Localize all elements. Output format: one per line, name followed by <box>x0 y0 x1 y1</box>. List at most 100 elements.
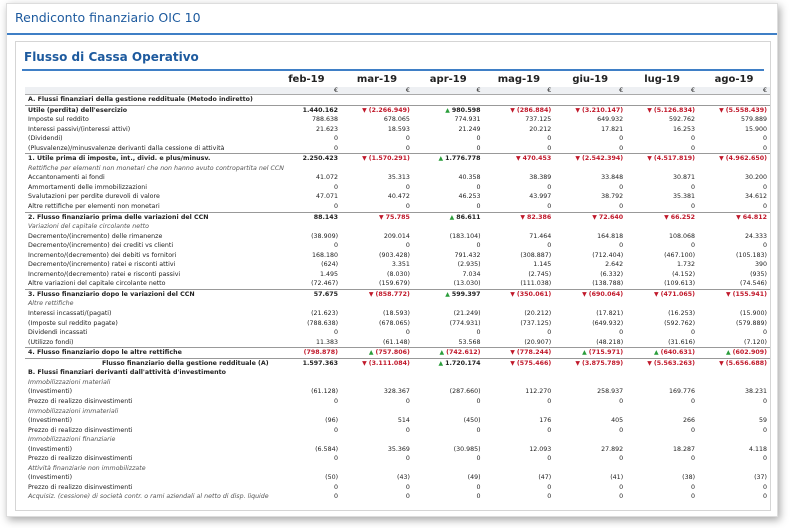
cell: 0 <box>272 397 341 407</box>
cell: ▼ (350.061) <box>483 288 555 300</box>
value: 15.900 <box>744 125 767 133</box>
row: Altre rettifiche <box>25 299 770 309</box>
value: (3.111.084) <box>368 359 410 367</box>
cell: ▲ 980.598 <box>412 104 484 116</box>
row-label: Imposte sul reddito <box>28 116 89 124</box>
column-header: mar-19 <box>356 74 398 85</box>
value: 46.253 <box>458 193 481 201</box>
value: (20.907) <box>524 338 552 346</box>
value: 40.358 <box>458 174 481 182</box>
cell: 30.200 <box>698 173 770 183</box>
value: 0 <box>405 426 410 434</box>
cell: ▼ 72.640 <box>554 211 627 223</box>
value: 0 <box>762 455 767 463</box>
value: 3.351 <box>391 261 410 269</box>
cell: 0 <box>272 492 341 502</box>
cell: 0 <box>626 483 698 493</box>
cell: 1.145 <box>484 260 555 270</box>
value: (2.542.394) <box>581 155 624 163</box>
row-label: Prezzo di realizzo disinvestimenti <box>28 397 133 405</box>
value: 164.818 <box>597 232 624 240</box>
row-label: Utile (perdita) dell'esercizio <box>25 104 272 116</box>
cell: (61.148) <box>341 338 413 348</box>
column-header: lug-19 <box>644 74 680 85</box>
value: 1.597.363 <box>302 359 339 367</box>
cell: ▼ (5.656.688) <box>698 357 770 369</box>
cell: (6.332) <box>554 270 626 280</box>
value: 0 <box>762 397 767 405</box>
cell: 53.568 <box>413 338 484 348</box>
value: (49) <box>467 474 481 482</box>
value: 38.231 <box>744 388 767 396</box>
value: 57.675 <box>313 290 339 298</box>
cell: ▲ (742.612) <box>412 347 484 359</box>
cell: 33.848 <box>554 173 626 183</box>
cell: 2.642 <box>554 260 626 270</box>
cell: (47) <box>484 473 555 483</box>
row: Acquisiz. (cessione) di società contr. o… <box>25 492 770 502</box>
row-label: (Imposte sul reddito pagate) <box>28 319 118 327</box>
value: 649.932 <box>597 116 624 124</box>
row: Rettifiche per elementi non monetari che… <box>25 164 770 174</box>
cell: (20.212) <box>484 309 555 319</box>
cell: ▼ (4.962.650) <box>698 153 770 164</box>
value: (159.679) <box>378 280 410 288</box>
value: (935) <box>750 270 767 278</box>
cell: 0 <box>484 492 555 502</box>
value: 0 <box>547 203 552 211</box>
value: 35.381 <box>673 193 696 201</box>
value: (678.065) <box>378 319 410 327</box>
value: 59 <box>758 417 767 425</box>
cell: (774.931) <box>413 319 484 329</box>
value: 0 <box>762 329 767 337</box>
cell: 0 <box>341 454 413 464</box>
cell: 38.389 <box>484 173 555 183</box>
cell: 0 <box>341 202 413 212</box>
value: 390 <box>754 261 767 269</box>
trend-arrow: ▼ <box>510 106 515 114</box>
value: 514 <box>397 417 410 425</box>
value: 0 <box>476 483 481 491</box>
cell: (15.900) <box>698 309 770 319</box>
cell: (30.985) <box>413 445 484 455</box>
cell: (8.030) <box>341 270 413 280</box>
value: 1.495 <box>320 270 339 278</box>
row-label: (Investimenti) <box>28 445 73 453</box>
cell: (13.030) <box>413 279 484 289</box>
cell: ▼ (858.772) <box>341 288 413 300</box>
value: (41) <box>610 474 624 482</box>
value: 328.367 <box>383 388 410 396</box>
value: 0 <box>547 426 552 434</box>
cell: (74.546) <box>698 279 770 289</box>
value: (183.104) <box>449 232 481 240</box>
trend-arrow: ▼ <box>725 290 731 298</box>
value: (6.332) <box>600 270 624 278</box>
value: (38.909) <box>311 232 339 240</box>
value: 791.432 <box>454 251 481 259</box>
value: (715.971) <box>588 349 624 357</box>
cell: ▼ (778.244) <box>483 347 555 359</box>
value: 40.472 <box>387 193 410 201</box>
row-label: Attività finanziarie non immobilizzate <box>28 464 146 472</box>
currency: € <box>271 87 342 95</box>
value: 0 <box>762 203 767 211</box>
value: 0 <box>691 242 696 250</box>
cell: 169.776 <box>626 387 698 397</box>
value: (903.428) <box>378 251 410 259</box>
cell: 0 <box>341 426 413 436</box>
cell: (43) <box>341 473 413 483</box>
cell: ▼ (5.126.834) <box>626 104 699 116</box>
cell: 0 <box>554 183 626 193</box>
trend-arrow: ▲ <box>439 349 445 357</box>
cell: 0 <box>626 134 698 144</box>
row-label: Interessi incassati/(pagati) <box>28 310 112 318</box>
value: (308.887) <box>520 251 552 259</box>
cell: 0 <box>484 241 555 251</box>
trend-arrow: ▼ <box>592 213 597 221</box>
cell: (41) <box>554 473 626 483</box>
value: 0 <box>334 397 339 405</box>
cell: (450) <box>413 416 484 426</box>
cell: ▼ (471.065) <box>626 288 699 300</box>
currency: € <box>341 87 413 95</box>
cell: ▼ 66.252 <box>626 211 699 223</box>
